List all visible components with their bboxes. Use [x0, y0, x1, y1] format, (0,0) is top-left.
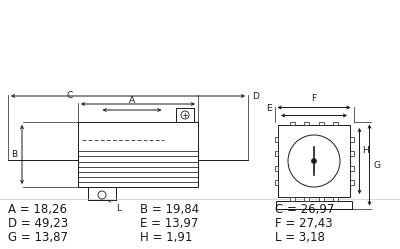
Bar — [304, 197, 309, 200]
Circle shape — [288, 135, 340, 187]
Bar — [350, 151, 354, 156]
Text: L: L — [108, 201, 121, 212]
Bar — [319, 197, 324, 200]
Text: G = 13,87: G = 13,87 — [8, 231, 68, 244]
Bar — [304, 122, 309, 125]
Circle shape — [312, 159, 316, 164]
Bar — [176, 108, 194, 122]
Text: A: A — [129, 96, 135, 105]
Bar — [276, 200, 352, 208]
Circle shape — [98, 191, 106, 199]
Bar — [350, 166, 354, 171]
Text: C = 26,97: C = 26,97 — [275, 202, 334, 215]
Bar — [333, 122, 338, 125]
Text: H: H — [362, 146, 369, 155]
Bar — [350, 180, 354, 185]
Text: B: B — [11, 150, 17, 159]
Bar — [333, 197, 338, 200]
Text: L = 3,18: L = 3,18 — [275, 231, 325, 244]
Text: F: F — [312, 94, 316, 103]
Bar — [290, 122, 295, 125]
Text: E = 13,97: E = 13,97 — [140, 216, 198, 230]
Bar — [319, 122, 324, 125]
Text: D = 49,23: D = 49,23 — [8, 216, 68, 230]
Text: A = 18,26: A = 18,26 — [8, 202, 67, 215]
Text: C: C — [67, 91, 73, 100]
Bar — [78, 122, 198, 187]
Bar — [274, 151, 278, 156]
Bar — [290, 197, 295, 200]
Text: G: G — [374, 161, 380, 170]
Text: B = 19,84: B = 19,84 — [140, 202, 199, 215]
Bar — [274, 180, 278, 185]
Bar — [278, 125, 350, 197]
Bar — [274, 137, 278, 142]
Text: E: E — [266, 104, 272, 113]
Text: H = 1,91: H = 1,91 — [140, 231, 192, 244]
Text: D: D — [252, 91, 259, 101]
Circle shape — [181, 111, 189, 119]
Bar — [274, 166, 278, 171]
Text: F = 27,43: F = 27,43 — [275, 216, 333, 230]
Bar — [350, 137, 354, 142]
